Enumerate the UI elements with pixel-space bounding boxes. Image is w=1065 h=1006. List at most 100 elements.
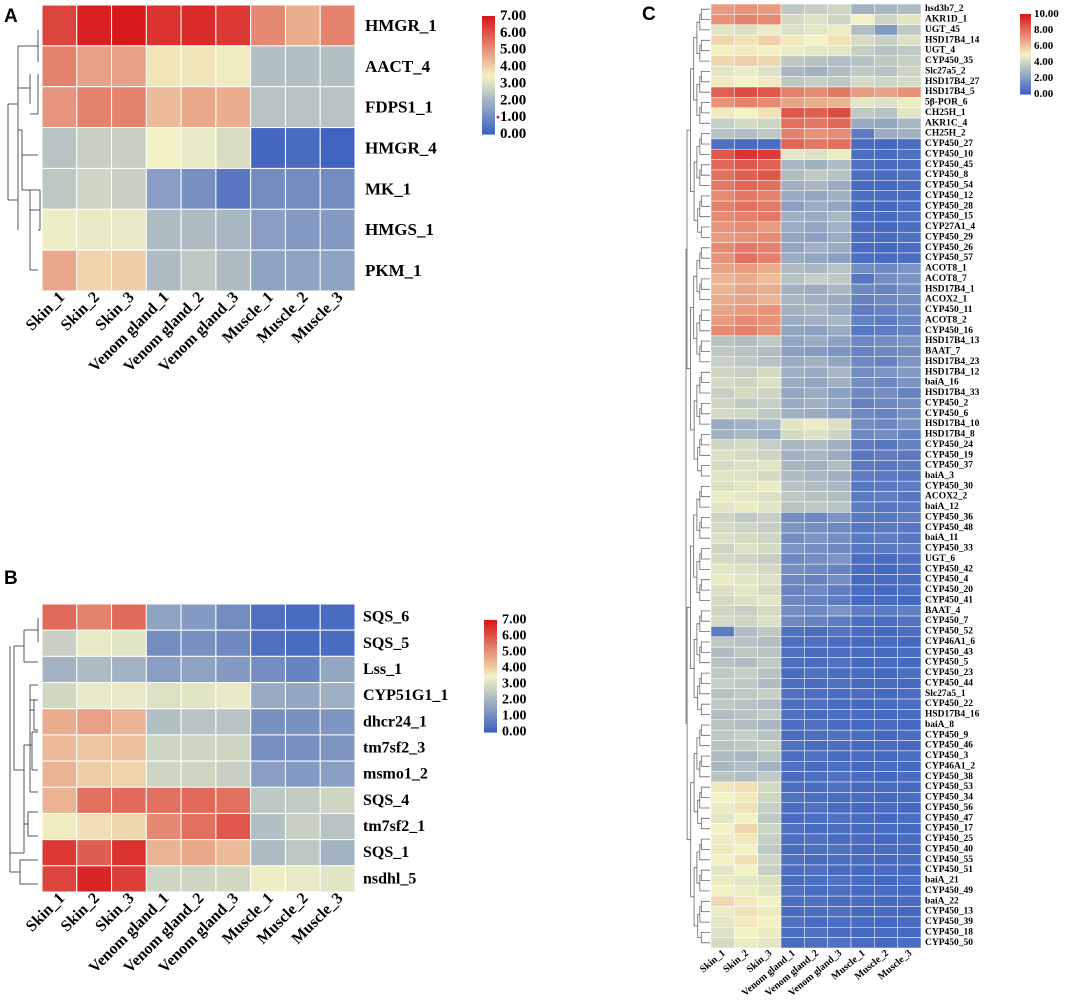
dendrogram-branch <box>700 164 710 176</box>
heatmap-cell-c-baia-3-muscle-1 <box>850 470 875 482</box>
heatmap-cell-c-hsd17b4-10-venom-gland-3 <box>827 418 852 430</box>
heatmap-cell-a-pkm-1-skin-3 <box>111 249 147 292</box>
colorbar-segment <box>484 694 497 698</box>
heatmap-cell-c-cyp450-56-venom-gland-2 <box>804 802 828 814</box>
heatmap-cell-c-hsd17b4-27-muscle-3 <box>897 76 922 88</box>
heatmap-cell-c-baia-21-skin-3 <box>757 875 782 887</box>
heatmap-cell-a-mk-1-venom-gland-2 <box>180 167 217 210</box>
heatmap-cell-c-cyp450-39-skin-1 <box>710 916 735 928</box>
colorbar-segment <box>482 27 495 31</box>
colorbar-segment <box>482 92 495 96</box>
heatmap-cell-c-cyp450-48-muscle-1 <box>850 522 875 534</box>
dendrogram-branch <box>696 322 700 355</box>
heatmap-cell-c-ugt-6-venom-gland-3 <box>827 553 852 565</box>
heatmap-cell-c-hsd17b4-5-skin-2 <box>734 86 758 98</box>
colorbar-tick-a-6: 6.00 <box>500 25 526 41</box>
row-label-c-cyp450-17: CYP450_17 <box>925 824 973 834</box>
row-label-a-aact-4: AACT_4 <box>365 57 431 76</box>
heatmap-cell-b-lss-1-skin-2 <box>76 655 113 684</box>
heatmap-cell-c-baia-11-venom-gland-3 <box>827 532 852 544</box>
heatmap-cell-c-cyp450-5-venom-gland-2 <box>804 657 828 669</box>
heatmap-cell-b-tm7sf2-3-muscle-3 <box>319 734 356 762</box>
colorbar-segment <box>1020 20 1031 23</box>
row-label-c-baia-21: baiA_21 <box>925 876 959 886</box>
column-label-b-skin-1: Skin_1 <box>23 890 68 935</box>
heatmap-cell-c-cyp450-16-skin-2 <box>734 325 758 337</box>
heatmap-cell-c-akr1c-4-venom-gland-3 <box>827 117 852 129</box>
row-label-c-cyp450-51: CYP450_51 <box>925 865 973 875</box>
heatmap-cell-c-cyp46a1-6-venom-gland-1 <box>780 636 805 648</box>
dendrogram-branch <box>700 548 710 560</box>
colorbar-segment <box>1020 48 1031 51</box>
heatmap-cell-c-cyp450-33-muscle-1 <box>850 543 875 555</box>
row-label-c-baia-22: baiA_22 <box>925 896 959 906</box>
heatmap-cell-b-dhcr24-1-venom-gland-1 <box>145 708 182 736</box>
heatmap-cell-c-hsd17b4-12-muscle-3 <box>897 366 922 378</box>
row-label-c-cyp450-41: CYP450_41 <box>925 596 973 606</box>
heatmap-cell-c-cyp450-9-skin-2 <box>734 729 758 741</box>
heatmap-cell-c-cyp450-41-venom-gland-3 <box>827 595 852 606</box>
heatmap-cell-b-dhcr24-1-venom-gland-2 <box>180 708 217 736</box>
heatmap-cell-c-baat-4-venom-gland-3 <box>827 605 852 617</box>
heatmap-cell-c-cyp450-9-muscle-1 <box>850 729 875 741</box>
heatmap-cell-c-acox2-2-skin-3 <box>757 491 782 503</box>
heatmap-cell-c-baia-8-skin-1 <box>710 719 735 731</box>
row-label-c-cyp450-37: CYP450_37 <box>925 461 973 471</box>
heatmap-cell-c-baia-8-venom-gland-1 <box>780 719 805 731</box>
heatmap-cell-c-acox2-1-muscle-2 <box>874 294 898 306</box>
heatmap-cell-c-hsd17b4-33-muscle-1 <box>850 387 875 399</box>
heatmap-cell-c-cyp450-27-skin-2 <box>734 138 758 150</box>
heatmap-cell-c-cyp450-16-venom-gland-3 <box>827 325 852 337</box>
heatmap-cell-c-cyp450-2-venom-gland-3 <box>827 397 852 409</box>
heatmap-cell-c-cyp450-13-muscle-3 <box>897 906 922 918</box>
heatmap-cell-a-hmgr-4-skin-2 <box>76 127 113 169</box>
heatmap-cell-c-baat-7-muscle-2 <box>874 346 898 357</box>
heatmap-cell-c-5-por-6-skin-3 <box>757 97 782 108</box>
heatmap-cell-c-hsd17b4-5-muscle-2 <box>874 86 898 98</box>
heatmap-cell-c-ugt-6-skin-2 <box>734 553 758 565</box>
heatmap-cell-c-cyp450-57-muscle-1 <box>850 252 875 264</box>
heatmap-cell-c-cyp450-15-muscle-2 <box>874 211 898 223</box>
heatmap-cell-c-cyp450-11-venom-gland-1 <box>780 304 805 316</box>
colorbar-segment <box>1020 74 1031 76</box>
heatmap-cell-c-slc27a5-2-skin-1 <box>710 65 735 77</box>
dendrogram-branch <box>700 838 710 850</box>
heatmap-cell-c-cyp450-35-venom-gland-2 <box>804 55 828 67</box>
colorbar-segment <box>482 126 495 129</box>
heatmap-cell-c-baia-22-muscle-3 <box>897 895 922 907</box>
heatmap-cell-c-cyp450-9-venom-gland-2 <box>804 729 828 741</box>
heatmap-cell-c-cyp450-11-skin-1 <box>710 304 735 316</box>
heatmap-cell-c-cyp450-48-venom-gland-2 <box>804 522 828 534</box>
heatmap-cell-c-cyp450-28-venom-gland-3 <box>827 200 852 212</box>
heatmap-cell-c-acot8-1-muscle-1 <box>850 263 875 274</box>
heatmap-cell-c-5-por-6-venom-gland-3 <box>827 97 852 108</box>
heatmap-cell-c-baia-11-muscle-1 <box>850 532 875 544</box>
heatmap-cell-c-cyp450-44-venom-gland-1 <box>780 678 805 689</box>
heatmap-cell-c-cyp450-19-venom-gland-3 <box>827 449 852 461</box>
heatmap-cell-c-cyp450-46-venom-gland-1 <box>780 740 805 752</box>
row-label-c-cyp450-29: CYP450_29 <box>925 232 973 242</box>
heatmap-cell-c-cyp450-56-muscle-1 <box>850 802 875 814</box>
heatmap-cell-c-cyp450-13-skin-3 <box>757 906 782 918</box>
row-label-c-cyp450-6: CYP450_6 <box>925 409 969 419</box>
heatmap-cell-c-baia-21-skin-2 <box>734 875 758 887</box>
heatmap-cell-c-ugt-45-skin-1 <box>710 24 735 36</box>
dendrogram-branch <box>700 486 710 498</box>
row-label-c-hsd17b4-23: HSD17B4_23 <box>925 357 980 367</box>
heatmap-cell-c-cyp450-41-skin-3 <box>757 595 782 606</box>
dendrogram-branch <box>700 932 710 944</box>
heatmap-cell-c-cyp450-13-venom-gland-2 <box>804 906 828 918</box>
heatmap-cell-b-tm7sf2-3-venom-gland-1 <box>145 734 182 762</box>
heatmap-cell-c-ugt-6-skin-1 <box>710 553 735 565</box>
heatmap-cell-c-baia-3-skin-3 <box>757 470 782 482</box>
heatmap-cell-c-cyp450-56-venom-gland-3 <box>827 802 852 814</box>
heatmap-cell-c-cyp450-8-venom-gland-3 <box>827 169 852 181</box>
heatmap-cell-c-cyp450-28-venom-gland-2 <box>804 200 828 212</box>
heatmap-cell-c-cyp46a1-2-skin-2 <box>734 761 758 772</box>
heatmap-cell-c-cyp450-44-muscle-3 <box>897 678 922 689</box>
colorbar-segment <box>1020 47 1031 50</box>
heatmap-cell-b-tm7sf2-1-skin-2 <box>76 812 113 841</box>
heatmap-cell-c-cyp450-22-venom-gland-1 <box>780 698 805 710</box>
heatmap-cell-c-cyp450-23-venom-gland-3 <box>827 667 852 679</box>
heatmap-cell-c-cyp450-57-skin-3 <box>757 252 782 264</box>
